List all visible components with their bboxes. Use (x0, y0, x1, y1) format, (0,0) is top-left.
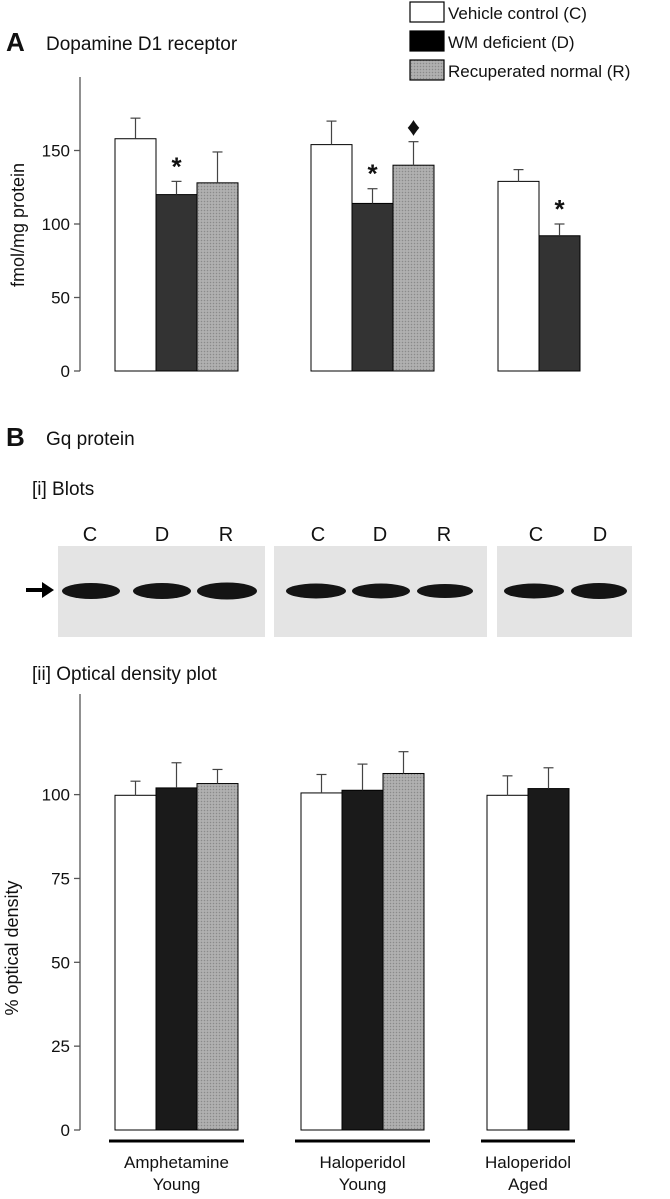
significance-marker: * (554, 194, 565, 224)
bar-D (351, 202, 394, 372)
bar-D (155, 787, 198, 1131)
y-tick-label: 0 (61, 1121, 70, 1140)
chart-a-y-axis-label: fmol/mg protein (8, 163, 28, 287)
blot-lane-label: D (593, 524, 607, 546)
x-category-label: Young (153, 1175, 201, 1194)
y-tick-label: 0 (61, 362, 70, 381)
blot-lane-label: R (437, 524, 451, 546)
bar-C (486, 794, 529, 1131)
blot-lane-label: D (373, 524, 387, 546)
bar-C (310, 144, 353, 372)
legend-swatch-control (409, 1, 445, 23)
significance-marker: ♦ (407, 112, 420, 142)
x-category-label: Amphetamine (124, 1153, 229, 1172)
blot-lane-label: C (311, 524, 325, 546)
bar-R (196, 182, 239, 372)
y-tick-label: 50 (51, 953, 70, 972)
legend-label-deficient: WM deficient (D) (448, 33, 575, 52)
y-tick-label: 150 (42, 142, 70, 161)
legend-label-recuperated: Recuperated normal (R) (448, 62, 630, 81)
x-category-label: Aged (508, 1175, 548, 1194)
y-tick-label: 100 (42, 215, 70, 234)
panel-a-letter: A (6, 27, 25, 57)
y-tick-label: 100 (42, 786, 70, 805)
bar-C (497, 180, 540, 372)
bar-D (341, 789, 384, 1131)
bar-R (392, 164, 435, 372)
bar-C (300, 792, 343, 1131)
arrow-right-icon (26, 582, 54, 598)
x-category-label: Young (339, 1175, 387, 1194)
x-category-label: Haloperidol (320, 1153, 406, 1172)
chart-b: % optical density 0 25 50 75 100 Amphetamine Y… (2, 694, 575, 1194)
bar-C (114, 138, 157, 372)
blots-label: [i] Blots (32, 479, 94, 500)
panel-b-letter: B (6, 422, 25, 452)
blot-band (62, 583, 120, 599)
chart-b-y-axis-label: % optical density (2, 880, 22, 1015)
blot-lane-label: D (155, 524, 169, 546)
y-tick-label: 75 (51, 869, 70, 888)
bar-R (382, 772, 425, 1131)
panel-b-title: Gq protein (46, 429, 135, 450)
blot-lane-label: C (83, 524, 97, 546)
blot-band (197, 582, 257, 600)
panel-a-title: Dopamine D1 receptor (46, 34, 238, 55)
legend: Vehicle control (C) WM deficient (D) Rec… (409, 1, 630, 81)
legend-swatch-deficient (409, 30, 445, 52)
blot-band (504, 583, 564, 599)
bar-D (527, 788, 570, 1131)
blot-band (417, 584, 473, 598)
legend-label-control: Vehicle control (C) (448, 4, 587, 23)
bar-C (114, 794, 157, 1131)
blot-band (133, 583, 191, 599)
blot-lane-label: C (529, 524, 543, 546)
blot-lane-label: R (219, 524, 233, 546)
blot-images: C D R C D R C D (26, 524, 632, 637)
blot-band (571, 583, 627, 599)
legend-swatch-recuperated (409, 59, 445, 81)
chart-a: fmol/mg protein 0 50 100 150 * * ♦ * (8, 77, 581, 381)
blot-band (352, 583, 410, 599)
significance-marker: * (367, 159, 378, 189)
bar-D (155, 194, 198, 372)
bar-D (538, 235, 581, 372)
significance-marker: * (171, 151, 182, 181)
y-tick-label: 25 (51, 1037, 70, 1056)
bar-R (196, 783, 239, 1131)
y-tick-label: 50 (51, 289, 70, 308)
optical-density-label: [ii] Optical density plot (32, 664, 218, 685)
blot-band (286, 583, 346, 599)
x-category-label: Haloperidol (485, 1153, 571, 1172)
